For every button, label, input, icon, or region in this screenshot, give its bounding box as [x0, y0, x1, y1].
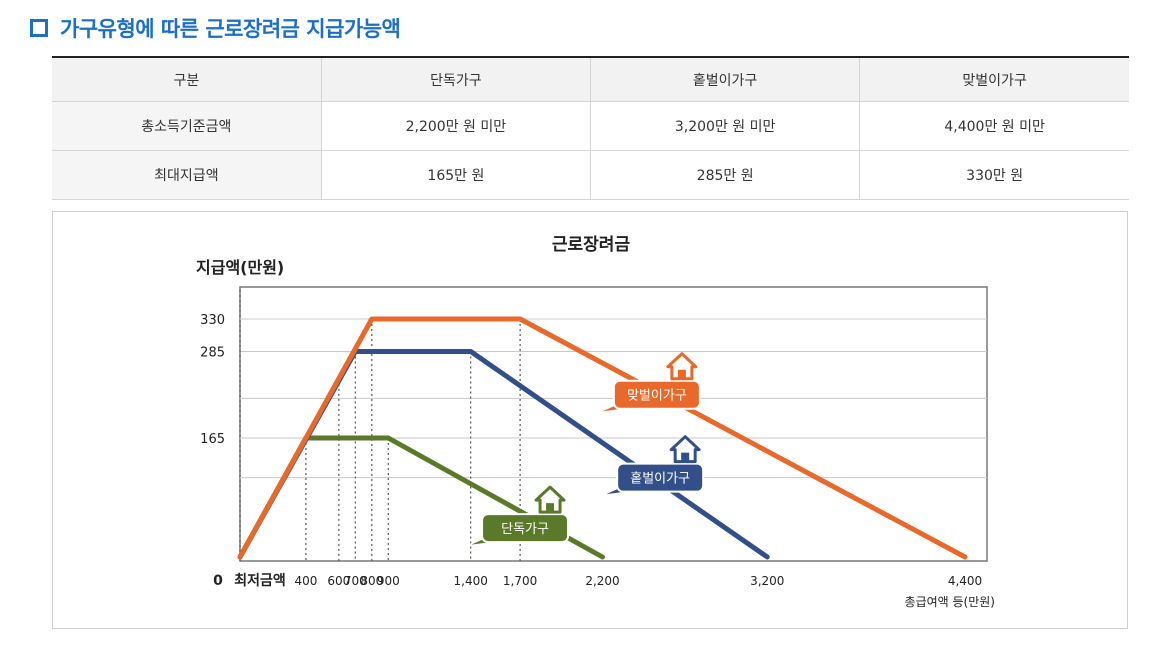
row-label-max-payment: 최대지급액: [52, 150, 322, 200]
house-door: [681, 452, 690, 462]
house-door: [546, 503, 555, 513]
y-tick-label: 285: [200, 345, 225, 360]
x-tick-label: 900: [377, 574, 400, 588]
y-tick-label: 165: [200, 432, 225, 447]
x-tick-label: 4,400: [948, 574, 982, 588]
y-origin-label: 0: [213, 573, 223, 589]
eligibility-table: 구분 단독가구 홑벌이가구 맞벌이가구 총소득기준금액 2,200만 원 미만 …: [52, 56, 1129, 200]
y-axis-label: 지급액(만원): [196, 258, 284, 277]
x-tick-label: 1,400: [454, 574, 488, 588]
section-header: 가구유형에 따른 근로장려금 지급가능액: [30, 12, 401, 44]
chart-title: 근로장려금: [552, 235, 631, 255]
series-name: 맞벌이가구: [627, 389, 687, 404]
x-tick-label: 1,700: [503, 574, 537, 588]
table-cell: 4,400만 원 미만: [859, 101, 1129, 151]
square-bullet-icon: [30, 19, 48, 37]
x-tick-label: 3,200: [750, 574, 784, 588]
table-cell: 3,200만 원 미만: [589, 101, 860, 151]
label-badge: [481, 513, 570, 544]
house-icon: [669, 435, 701, 464]
table-row: 최대지급액 165만 원 285만 원 330만 원: [52, 150, 1129, 200]
table-header-row: 구분 단독가구 홑벌이가구 맞벌이가구: [52, 57, 1129, 102]
x-tick-label: 800: [360, 574, 383, 588]
table-cell: 165만 원: [320, 150, 591, 200]
table-cell: 2,200만 원 미만: [320, 101, 591, 151]
plot-frame: [239, 286, 988, 562]
table-cell: 285만 원: [589, 150, 860, 200]
table-cell: 330만 원: [859, 150, 1129, 200]
series-name: 홑벌이가구: [630, 472, 690, 487]
page-title: 가구유형에 따른 근로장려금 지급가능액: [60, 17, 401, 41]
x-tick-label: 400: [294, 574, 317, 588]
header-dual-earner: 맞벌이가구: [859, 57, 1129, 102]
house-icon: [534, 485, 566, 514]
x-tick-label: 2,200: [585, 574, 619, 588]
x-tick-label: 600: [327, 574, 350, 588]
label-badge: [612, 379, 701, 410]
series-line-dual-earner: [237, 316, 968, 560]
series-label-dual-earner: 맞벌이가구: [597, 352, 701, 414]
house-door: [677, 369, 686, 379]
header-category: 구분: [52, 57, 322, 102]
chart-container: 근로장려금 지급액(만원) 총급여액 등(만원) 0 최저금액 165 285 33…: [52, 211, 1128, 629]
series-label-single-earner: 홑벌이가구: [600, 435, 705, 497]
row-label-income-threshold: 총소득기준금액: [52, 101, 322, 151]
x-axis-label: 총급여액 등(만원): [905, 595, 995, 609]
chart-svg: 근로장려금 지급액(만원) 총급여액 등(만원) 0 최저금액 165 285 33…: [196, 235, 995, 609]
y-tick-label: 330: [200, 313, 225, 328]
x-origin-label: 최저금액: [234, 572, 286, 589]
series-name: 단독가구: [501, 522, 549, 537]
header-single: 단독가구: [320, 57, 591, 102]
series-label-single: 단독가구: [465, 485, 570, 547]
header-single-earner: 홑벌이가구: [589, 57, 860, 102]
label-badge: [616, 462, 705, 493]
table-row: 총소득기준금액 2,200만 원 미만 3,200만 원 미만 4,400만 원…: [52, 101, 1129, 151]
x-tick-label: 700: [344, 574, 367, 588]
house-icon: [666, 352, 698, 381]
